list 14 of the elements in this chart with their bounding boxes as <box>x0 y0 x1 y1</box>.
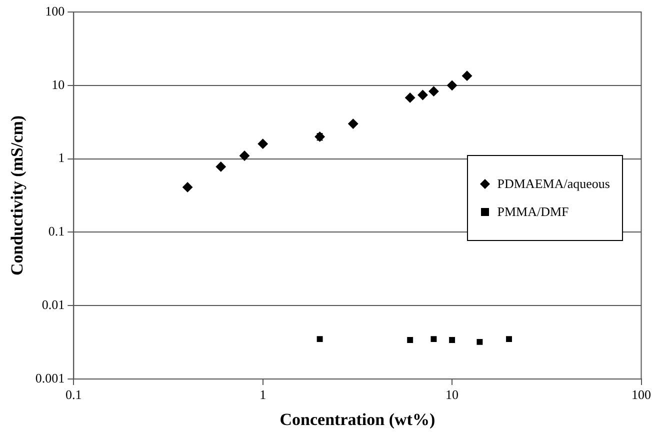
y-tick-label: 0.001 <box>35 370 65 386</box>
x-tick-label: 100 <box>632 387 651 402</box>
y-tick-label: 0.1 <box>48 224 65 239</box>
legend-label: PDMAEMA/aqueous <box>497 176 610 192</box>
x-axis-title: Concentration (wt%) <box>280 410 436 430</box>
legend-label: PMMA/DMF <box>497 204 569 220</box>
y-tick-label: 100 <box>45 3 65 18</box>
x-tick-label: 0.1 <box>66 387 82 402</box>
x-tick-label: 1 <box>260 387 266 402</box>
y-tick-label: 10 <box>52 76 65 92</box>
y-axis-title: Conductivity (mS/cm) <box>8 115 27 276</box>
y-tick-label: 0.01 <box>42 297 65 312</box>
x-tick-label: 10 <box>446 387 459 402</box>
y-tick-label: 1 <box>58 150 65 166</box>
